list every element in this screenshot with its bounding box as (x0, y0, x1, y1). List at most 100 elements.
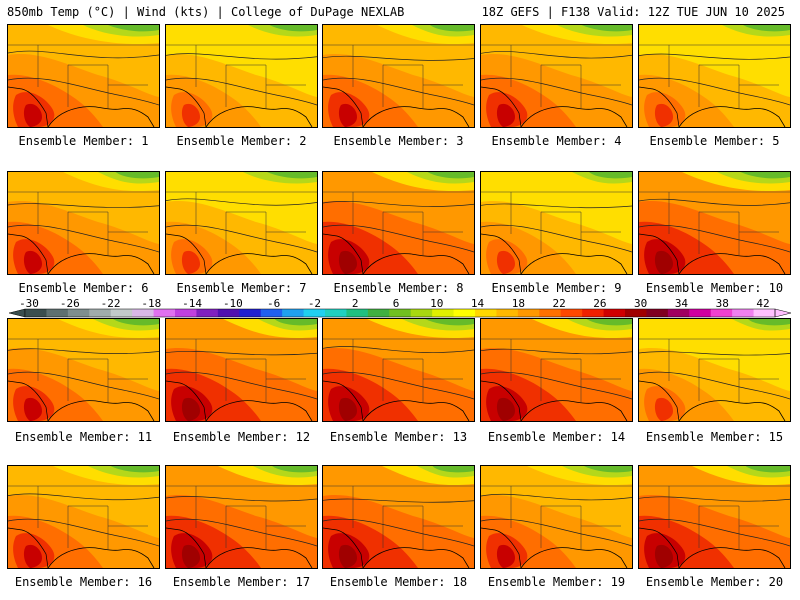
ensemble-member-label: Ensemble Member: 3 (333, 134, 464, 148)
ensemble-member-map (165, 318, 318, 422)
colorbar-segment (110, 309, 133, 317)
colorbar-tick-label: -10 (223, 297, 243, 310)
colorbar-segment (732, 309, 754, 317)
ensemble-member-map (7, 24, 160, 128)
colorbar-segment (132, 309, 154, 317)
ensemble-member-label: Ensemble Member: 20 (645, 575, 784, 589)
colorbar-segment (325, 309, 347, 317)
colorbar-segment (432, 309, 454, 317)
ensemble-member-map (7, 465, 160, 569)
temperature-map (481, 172, 632, 274)
temperature-map (8, 466, 159, 568)
temperature-map (166, 466, 317, 568)
model-run-info: 18Z GEFS | F138 Valid: 12Z TUE JUN 10 20… (481, 5, 785, 19)
ensemble-member-label: Ensemble Member: 14 (487, 430, 626, 444)
temperature-map (639, 172, 790, 274)
ensemble-member-label: Ensemble Member: 12 (172, 430, 311, 444)
ensemble-member-label: Ensemble Member: 10 (645, 281, 784, 295)
ensemble-member-map (322, 318, 475, 422)
ensemble-member-map (480, 318, 633, 422)
colorbar-tick-label: 30 (634, 297, 647, 310)
colorbar-segment (710, 309, 733, 317)
ensemble-member-map (165, 171, 318, 275)
ensemble-member-map (165, 465, 318, 569)
temperature-map (166, 172, 317, 274)
ensemble-member-label: Ensemble Member: 1 (18, 134, 149, 148)
colorbar-segment (667, 309, 690, 317)
colorbar-segment (367, 309, 390, 317)
ensemble-member-map (638, 171, 791, 275)
ensemble-member-label: Ensemble Member: 11 (14, 430, 153, 444)
ensemble-member-map (480, 465, 633, 569)
temperature-map (481, 466, 632, 568)
ensemble-member-map (638, 24, 791, 128)
colorbar-tick-label: 42 (756, 297, 769, 310)
colorbar-segment (260, 309, 283, 317)
ensemble-member-label: Ensemble Member: 17 (172, 575, 311, 589)
colorbar-segment (282, 309, 304, 317)
colorbar-tick-label: 6 (393, 297, 400, 310)
colorbar-segment (346, 309, 369, 317)
ensemble-member-map (480, 171, 633, 275)
ensemble-member-map (165, 24, 318, 128)
ensemble-member-label: Ensemble Member: 2 (176, 134, 307, 148)
colorbar-segment (67, 309, 90, 317)
colorbar-tick-label: -26 (60, 297, 80, 310)
temperature-map (481, 25, 632, 127)
colorbar-tick-label: 18 (512, 297, 525, 310)
colorbar-segment (46, 309, 69, 317)
ensemble-member-map (322, 24, 475, 128)
colorbar-segment (646, 309, 669, 317)
ensemble-member-label: Ensemble Member: 5 (649, 134, 780, 148)
ensemble-member-label: Ensemble Member: 15 (645, 430, 784, 444)
colorbar-tick-label: 2 (352, 297, 359, 310)
ensemble-member-map (480, 24, 633, 128)
colorbar-tick-label: -6 (267, 297, 280, 310)
colorbar-segment (175, 309, 197, 317)
colorbar-tick-label: -18 (141, 297, 161, 310)
ensemble-member-map (638, 318, 791, 422)
temperature-map (323, 172, 474, 274)
colorbar-segment (196, 309, 219, 317)
temperature-map (166, 25, 317, 127)
colorbar-tick-label: 38 (716, 297, 729, 310)
colorbar-tick-label: -14 (182, 297, 202, 310)
colorbar-segment (582, 309, 604, 317)
colorbar-segment (389, 309, 412, 317)
ensemble-member-label: Ensemble Member: 19 (487, 575, 626, 589)
colorbar-segment (239, 309, 262, 317)
ensemble-member-label: Ensemble Member: 6 (18, 281, 149, 295)
map-title: 850mb Temp (°C) | Wind (kts) | College o… (7, 5, 405, 19)
colorbar-tick-label: 10 (430, 297, 443, 310)
colorbar-segment (539, 309, 562, 317)
colorbar-right-arrow (774, 308, 792, 318)
temperature-map (639, 319, 790, 421)
temperature-map (639, 25, 790, 127)
temperature-map (639, 466, 790, 568)
ensemble-member-map (638, 465, 791, 569)
ensemble-member-label: Ensemble Member: 8 (333, 281, 464, 295)
ensemble-member-map (7, 318, 160, 422)
temperature-colorbar: -30 -26 -22 -18 -14 -10 -6 -2 2 6 10 14 18 22 26 30 34 38… (7, 297, 793, 321)
colorbar-tick-label: 26 (593, 297, 606, 310)
ensemble-member-map (7, 171, 160, 275)
colorbar-outline (24, 308, 776, 318)
colorbar-segment (560, 309, 583, 317)
colorbar-segment (689, 309, 712, 317)
temperature-map (323, 25, 474, 127)
colorbar-tick-label: -30 (19, 297, 39, 310)
colorbar-segment (303, 309, 326, 317)
colorbar-segment (410, 309, 433, 317)
colorbar-segment (475, 309, 497, 317)
colorbar-segment (453, 309, 476, 317)
temperature-map (481, 319, 632, 421)
temperature-map (323, 319, 474, 421)
colorbar-left-arrow (8, 308, 26, 318)
ensemble-member-map (322, 171, 475, 275)
colorbar-segment (517, 309, 540, 317)
temperature-map (8, 319, 159, 421)
colorbar-segment (217, 309, 240, 317)
colorbar-segment (496, 309, 519, 317)
colorbar-tick-label: 22 (552, 297, 565, 310)
colorbar-segment (625, 309, 647, 317)
